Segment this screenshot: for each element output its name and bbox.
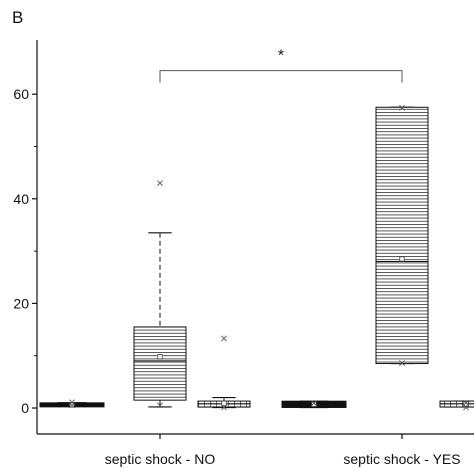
box-1-2 <box>439 400 474 408</box>
outlier-marker <box>463 399 469 406</box>
box-1-1 <box>375 106 429 365</box>
x-tick-label: septic shock - NO <box>105 451 216 467</box>
outlier-marker <box>69 399 75 406</box>
mean-marker <box>311 401 317 407</box>
mean-marker <box>157 354 163 360</box>
y-tick-label: 0 <box>21 400 29 416</box>
outlier-marker <box>311 400 317 407</box>
box-0-1 <box>133 232 187 408</box>
y-tick-label: 40 <box>13 191 29 207</box>
outlier-marker <box>221 404 227 411</box>
significance-label: * <box>278 48 284 65</box>
outlier-marker <box>399 360 405 366</box>
panel-label: B <box>12 8 24 27</box>
x-tick-label: septic shock - YES <box>343 451 460 467</box>
mean-marker <box>399 256 405 262</box>
box-body <box>133 326 187 401</box>
outlier-marker <box>399 104 405 111</box>
box-1-0 <box>281 400 347 409</box>
y-tick-label: 60 <box>13 86 29 102</box>
outlier-marker <box>157 402 163 409</box>
y-tick-label: 20 <box>13 295 29 311</box>
outlier-marker <box>221 335 227 342</box>
significance-bracket: * <box>159 48 403 83</box>
mean-marker <box>221 400 227 406</box>
outlier-marker <box>157 180 163 187</box>
box-body <box>375 106 429 365</box>
outlier-marker <box>463 404 469 411</box>
box-0-2 <box>197 396 251 409</box>
mean-marker <box>463 401 469 407</box>
